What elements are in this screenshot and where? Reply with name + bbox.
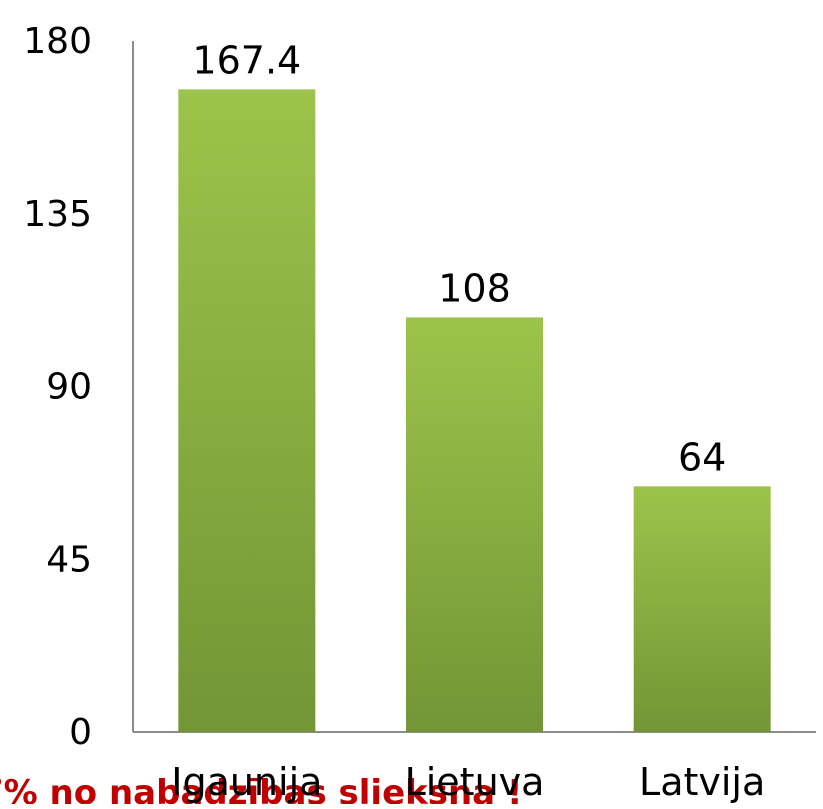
bar-lietuva: [406, 317, 543, 732]
x-category-label: Igaunija: [171, 760, 322, 804]
y-tick-label: 45: [46, 539, 92, 580]
x-category-label: Latvija: [639, 760, 765, 804]
bars: [178, 89, 771, 733]
overlay-caption: 7% no nabadzības slieksņa !: [0, 773, 522, 804]
overlay-layer: 7% no nabadzības slieksņa !: [0, 773, 522, 809]
data-label: 64: [678, 435, 726, 479]
y-tick-label: 135: [23, 194, 92, 235]
y-tick-label: 0: [69, 712, 92, 753]
data-label: 108: [438, 266, 511, 310]
data-label: 167.4: [192, 38, 301, 82]
labels: 0 45 90 135 180 167.4 Igaunija 108 Lietuva 64 Latv…: [23, 21, 765, 804]
x-category-label: Lietuva: [405, 760, 545, 804]
bar-latvija: [633, 486, 771, 732]
y-tick-label: 180: [23, 21, 92, 62]
y-tick-label: 90: [46, 367, 92, 408]
bar-igaunija: [178, 89, 316, 733]
